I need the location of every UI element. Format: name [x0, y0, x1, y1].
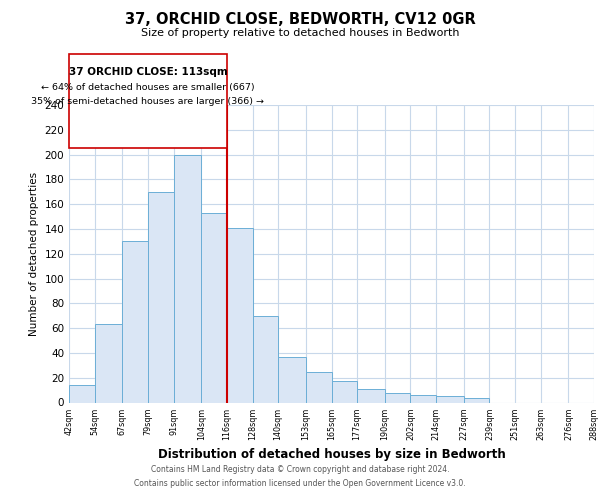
Text: 35% of semi-detached houses are larger (366) →: 35% of semi-detached houses are larger (…: [31, 97, 265, 106]
Text: ← 64% of detached houses are smaller (667): ← 64% of detached houses are smaller (66…: [41, 84, 255, 92]
Bar: [253, 316, 278, 402]
Bar: [227, 228, 253, 402]
Text: 37, ORCHID CLOSE, BEDWORTH, CV12 0GR: 37, ORCHID CLOSE, BEDWORTH, CV12 0GR: [125, 12, 475, 28]
Text: 37 ORCHID CLOSE: 113sqm: 37 ORCHID CLOSE: 113sqm: [68, 67, 227, 77]
Bar: [278, 356, 306, 403]
Bar: [464, 398, 490, 402]
X-axis label: Distribution of detached houses by size in Bedworth: Distribution of detached houses by size …: [158, 448, 505, 462]
Bar: [69, 385, 95, 402]
Bar: [331, 382, 357, 402]
Bar: [202, 213, 227, 402]
Bar: [173, 154, 202, 402]
Text: Contains HM Land Registry data © Crown copyright and database right 2024.
Contai: Contains HM Land Registry data © Crown c…: [134, 466, 466, 487]
Text: Size of property relative to detached houses in Bedworth: Size of property relative to detached ho…: [141, 28, 459, 38]
Bar: [148, 192, 173, 402]
Bar: [95, 324, 122, 402]
Bar: [357, 389, 385, 402]
Bar: [410, 395, 436, 402]
Y-axis label: Number of detached properties: Number of detached properties: [29, 172, 39, 336]
Bar: [122, 242, 148, 402]
Bar: [306, 372, 332, 402]
Bar: [436, 396, 464, 402]
Bar: [385, 392, 410, 402]
